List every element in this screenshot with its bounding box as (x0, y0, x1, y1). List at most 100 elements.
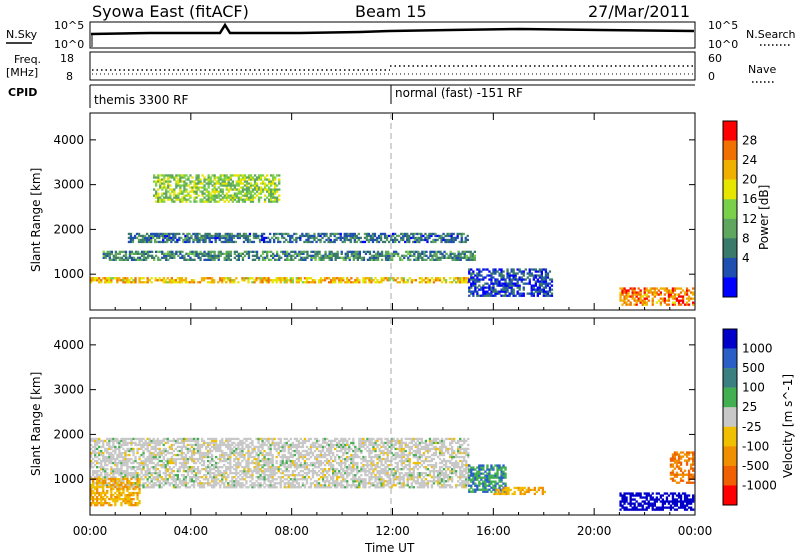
data-cell (346, 250, 349, 253)
data-cell (184, 486, 188, 489)
data-cell (261, 281, 264, 284)
data-cell (550, 280, 554, 283)
data-cell (234, 234, 237, 238)
data-cell (283, 445, 286, 449)
data-cell (184, 281, 188, 284)
data-cell (184, 480, 188, 483)
data-cell (470, 272, 473, 275)
data-cell (242, 232, 246, 236)
data-cell (98, 453, 101, 457)
data-cell (241, 443, 244, 447)
data-cell (289, 437, 292, 441)
data-cell (673, 297, 677, 300)
data-cell (448, 234, 451, 238)
data-cell (188, 437, 192, 441)
data-cell (346, 486, 349, 489)
data-cell (332, 484, 335, 487)
data-cell (263, 200, 267, 203)
data-cell (508, 292, 511, 295)
data-cell (504, 286, 507, 289)
data-cell (152, 441, 155, 445)
data-cell (272, 174, 275, 177)
data-cell (235, 258, 238, 261)
data-cell (173, 188, 176, 191)
data-cell (147, 250, 150, 253)
data-cell (303, 486, 307, 489)
data-cell (241, 453, 244, 457)
data-cell (104, 472, 107, 475)
data-cell (534, 290, 537, 293)
data-cell (653, 287, 656, 290)
data-cell (358, 445, 361, 449)
data-cell (293, 437, 296, 441)
data-cell (334, 252, 337, 255)
data-cell (301, 484, 305, 487)
data-cell (249, 453, 252, 457)
data-cell (242, 234, 246, 238)
data-cell (191, 188, 194, 191)
data-cell (641, 303, 644, 306)
data-cell (235, 474, 238, 477)
data-cell (473, 254, 476, 257)
data-cell (188, 447, 192, 451)
data-cell (631, 291, 634, 294)
data-cell (368, 468, 371, 471)
data-cell (102, 256, 105, 259)
data-cell (291, 240, 294, 244)
data-cell (170, 455, 173, 459)
data-cell (226, 238, 229, 242)
data-cell (181, 254, 184, 257)
data-cell (355, 240, 358, 244)
data-cell (149, 250, 152, 253)
data-cell (313, 281, 317, 284)
data-cell (368, 472, 371, 475)
data-cell (289, 281, 292, 284)
data-cell (124, 459, 127, 463)
data-cell (223, 453, 226, 457)
data-cell (377, 234, 381, 238)
data-cell (468, 286, 471, 289)
data-cell (114, 464, 117, 467)
data-cell (430, 277, 434, 280)
data-cell (399, 256, 402, 259)
data-cell (221, 190, 224, 193)
data-cell (643, 299, 646, 302)
data-cell (239, 441, 242, 445)
data-cell (124, 437, 127, 441)
data-cell (362, 281, 365, 284)
data-cell (150, 478, 153, 481)
data-cell (261, 250, 265, 253)
data-cell (269, 453, 272, 457)
data-cell (225, 184, 228, 187)
data-cell (96, 455, 99, 459)
data-cell (297, 466, 300, 469)
data-cell (677, 301, 681, 304)
data-cell (190, 453, 194, 457)
data-cell (273, 437, 276, 441)
data-cell (120, 468, 123, 471)
data-cell (414, 240, 417, 244)
data-cell (239, 484, 242, 487)
data-cell (510, 292, 513, 295)
data-cell (150, 480, 153, 483)
data-cell (136, 437, 139, 441)
data-cell (158, 234, 161, 238)
data-cell (168, 457, 171, 461)
data-cell (239, 470, 242, 473)
data-cell (213, 476, 216, 479)
data-cell (315, 486, 319, 489)
data-cell (619, 297, 622, 300)
data-cell (362, 455, 365, 459)
data-cell (233, 445, 236, 449)
nsky-label: N.Sky (6, 28, 38, 41)
data-cell (186, 439, 190, 443)
data-cell (201, 192, 204, 195)
data-cell (195, 250, 198, 253)
data-cell (297, 281, 300, 284)
data-cell (259, 474, 262, 477)
data-cell (128, 484, 131, 487)
data-cell (110, 468, 113, 471)
data-cell (155, 190, 158, 193)
data-cell (231, 184, 234, 187)
data-cell (207, 482, 210, 485)
